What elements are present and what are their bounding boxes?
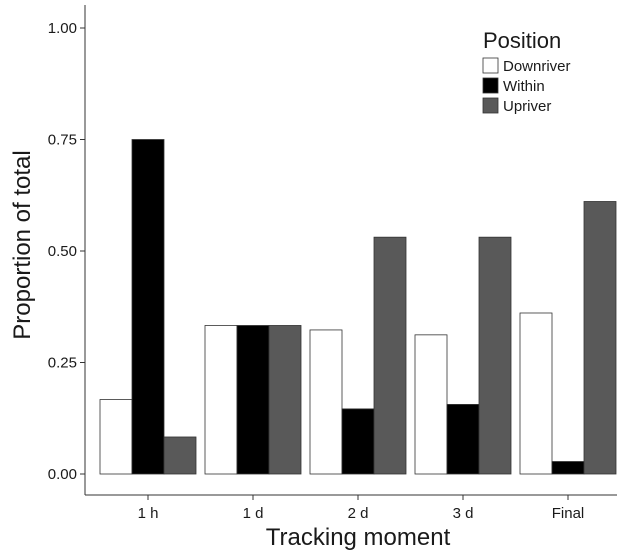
legend-swatch-upriver [482,97,499,114]
y-tick-label: 0.00 [48,466,77,483]
legend-label-upriver: Upriver [503,98,551,115]
bar-upriver [268,325,302,475]
x-tick-label: 3 d [453,505,474,522]
bar-upriver [478,236,512,475]
legend: Position Downriver Within Upriver [482,28,571,115]
bar-within [236,325,270,475]
bar-downriver [309,329,343,475]
y-tick-label: 1.00 [48,20,77,37]
bar-upriver [373,236,407,475]
legend-label-downriver: Downriver [503,58,571,75]
x-tick-label: Final [552,505,585,522]
x-tick-label: 1 d [243,505,264,522]
x-tick-label: 1 h [138,505,159,522]
bar-downriver [519,312,553,475]
legend-swatch-downriver [482,57,499,74]
bar-upriver [583,201,617,475]
bar-within [551,461,585,475]
x-tick-label: 2 d [348,505,369,522]
bar-within [341,408,375,475]
bar-downriver [414,334,448,475]
y-axis: 0.00 0.25 0.50 0.75 1.00 [48,5,86,495]
legend-title: Position [483,28,561,53]
bars [99,139,617,475]
y-tick-label: 0.25 [48,355,77,372]
bar-within [446,404,480,475]
y-tick-label: 0.50 [48,243,77,260]
x-axis-title: Tracking moment [266,524,451,551]
bar-upriver [163,436,197,475]
legend-label-within: Within [503,78,545,95]
bar-downriver [99,399,133,475]
bar-downriver [204,325,238,475]
bar-within [131,139,165,475]
y-tick-label: 0.75 [48,132,77,149]
legend-swatch-within [482,77,499,94]
y-axis-title: Proportion of total [9,150,36,339]
x-axis: 1 h 1 d 2 d 3 d Final [85,494,617,522]
